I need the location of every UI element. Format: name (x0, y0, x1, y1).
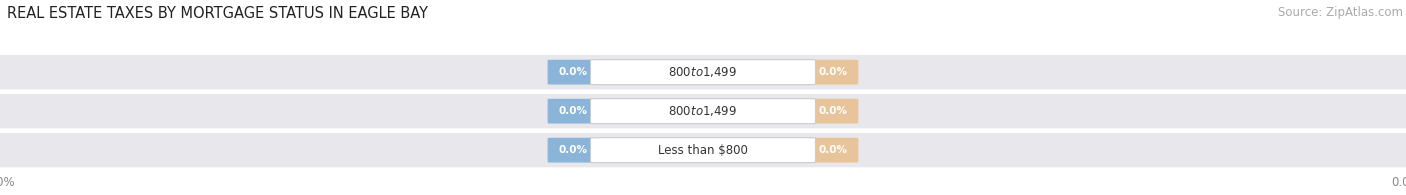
Text: 0.0%: 0.0% (558, 67, 588, 77)
Text: 0.0%: 0.0% (558, 106, 588, 116)
Text: Less than $800: Less than $800 (658, 144, 748, 157)
FancyBboxPatch shape (591, 60, 815, 85)
FancyBboxPatch shape (0, 133, 1406, 167)
Text: 0.0%: 0.0% (558, 145, 588, 155)
FancyBboxPatch shape (547, 99, 598, 124)
FancyBboxPatch shape (547, 60, 598, 85)
Text: 0.0%: 0.0% (818, 145, 848, 155)
FancyBboxPatch shape (591, 99, 815, 124)
Text: Source: ZipAtlas.com: Source: ZipAtlas.com (1278, 6, 1403, 19)
FancyBboxPatch shape (0, 94, 1406, 128)
Text: $800 to $1,499: $800 to $1,499 (668, 104, 738, 118)
Text: 0.0%: 0.0% (818, 106, 848, 116)
Text: 0.0%: 0.0% (818, 67, 848, 77)
FancyBboxPatch shape (808, 138, 858, 163)
FancyBboxPatch shape (591, 138, 815, 163)
Text: REAL ESTATE TAXES BY MORTGAGE STATUS IN EAGLE BAY: REAL ESTATE TAXES BY MORTGAGE STATUS IN … (7, 6, 427, 21)
Text: $800 to $1,499: $800 to $1,499 (668, 65, 738, 79)
FancyBboxPatch shape (0, 55, 1406, 89)
FancyBboxPatch shape (547, 138, 598, 163)
FancyBboxPatch shape (808, 99, 858, 124)
FancyBboxPatch shape (808, 60, 858, 85)
